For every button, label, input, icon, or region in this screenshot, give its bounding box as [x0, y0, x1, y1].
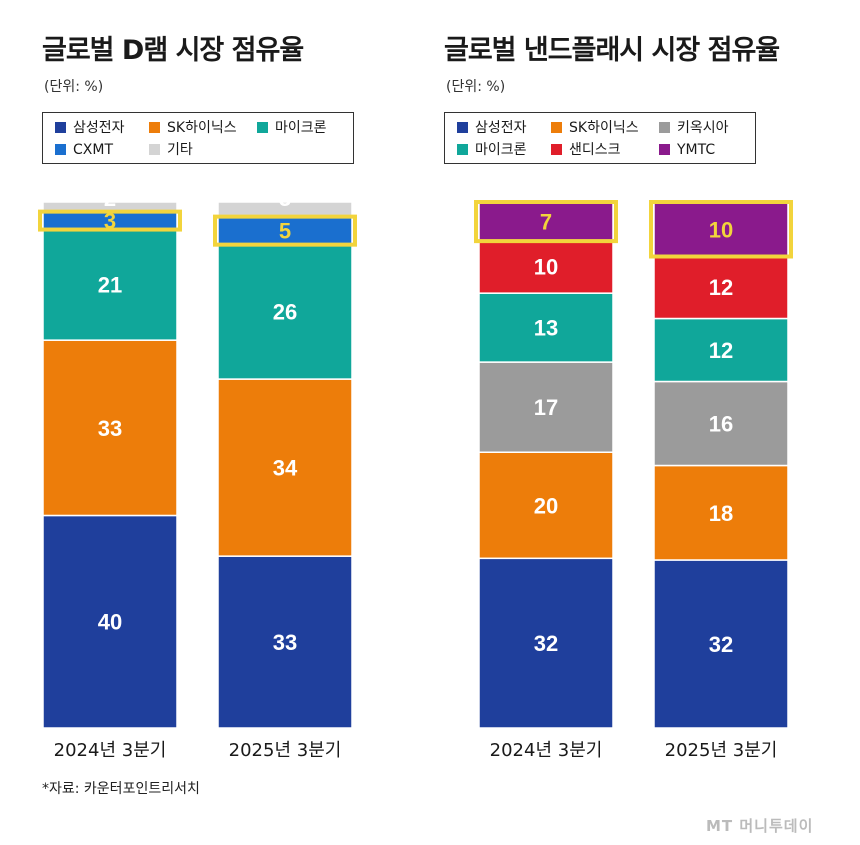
bar-segment: [478, 361, 614, 453]
legend: 삼성전자 SK하이닉스 마이크론 CXMT 기타: [42, 112, 354, 164]
legend-label: SK하이닉스: [569, 120, 639, 136]
legend-swatch: [551, 121, 562, 133]
bar-segment: [217, 555, 353, 729]
data-label: 32: [534, 631, 558, 656]
bar-segment: [478, 239, 614, 294]
data-label: 40: [98, 610, 122, 635]
watermark-logo: MT 머니투데이: [706, 817, 814, 835]
legend-label: 삼성전자: [475, 120, 527, 136]
dram-chart-panel: 글로벌 D램 시장 점유율 (단위: %) 삼성전자 SK하이닉스 마이크론 C…: [38, 35, 357, 797]
highlight-box: [649, 200, 793, 259]
data-label: 3: [279, 186, 291, 211]
legend-label: 키옥시아: [677, 120, 729, 136]
legend-swatch: [457, 143, 468, 155]
legend-item: YMTC: [659, 141, 715, 159]
legend-item: 샌디스크: [551, 141, 621, 159]
x-category-label: 2024년 3분기: [490, 740, 603, 761]
data-label: 10: [534, 255, 558, 280]
legend-label: 기타: [167, 142, 193, 158]
legend: 삼성전자 SK하이닉스 키옥시아 마이크론 샌디스크 YMTC: [444, 112, 756, 164]
bar-segment: [653, 559, 789, 729]
legend-swatch: [257, 121, 268, 133]
x-category-label: 2025년 3분기: [665, 740, 778, 761]
legend-item: 삼성전자: [457, 119, 527, 137]
highlight-box: [38, 209, 182, 232]
data-label: 34: [273, 456, 298, 481]
chart-title: 글로벌 낸드플래시 시장 점유율: [444, 35, 780, 66]
unit-label: (단위: %): [44, 79, 104, 95]
legend-label: 샌디스크: [569, 142, 621, 158]
data-label: 33: [273, 630, 297, 655]
legend-swatch: [457, 121, 468, 133]
bar-segment: [653, 380, 789, 467]
data-label: 32: [709, 632, 733, 657]
legend-item: 기타: [149, 141, 193, 159]
data-label: 7: [540, 210, 552, 235]
legend-item: CXMT: [55, 141, 113, 159]
legend-swatch: [55, 143, 66, 155]
legend-item: 삼성전자: [55, 119, 125, 137]
data-label: 13: [534, 316, 558, 341]
x-category-label: 2024년 3분기: [54, 740, 167, 761]
bar-segment: [217, 216, 353, 245]
nand-chart-panel: 글로벌 낸드플래시 시장 점유율 (단위: %) 삼성전자 SK하이닉스 키옥시…: [430, 0, 860, 845]
legend-item: 키옥시아: [659, 119, 729, 137]
bar-segment: [42, 339, 178, 517]
legend-label: 마이크론: [475, 142, 527, 158]
bar-segment: [653, 317, 789, 383]
data-label: 26: [273, 299, 297, 324]
legend-label: YMTC: [677, 142, 716, 158]
data-label: 17: [534, 395, 558, 420]
legend-item: SK하이닉스: [149, 119, 237, 137]
legend-label: CXMT: [73, 142, 113, 158]
data-label: 10: [709, 217, 733, 242]
data-label: 16: [709, 412, 733, 437]
bar-segment: [478, 451, 614, 560]
legend-swatch: [659, 143, 670, 155]
legend-label: SK하이닉스: [167, 120, 237, 136]
data-label: 18: [709, 501, 733, 526]
legend-swatch: [149, 143, 160, 155]
data-label: 12: [709, 275, 733, 300]
data-label: 20: [534, 493, 558, 518]
data-label: 5: [279, 219, 291, 244]
data-label: 21: [98, 272, 122, 297]
legend-label: 삼성전자: [73, 120, 125, 136]
legend-item: SK하이닉스: [551, 119, 639, 137]
bar-segment: [478, 557, 614, 729]
bar-segment: [42, 227, 178, 341]
unit-label: (단위: %): [446, 79, 506, 95]
legend-swatch: [659, 121, 670, 133]
legend-item: 마이크론: [257, 119, 327, 137]
bar-segment: [478, 202, 614, 241]
legend-swatch: [551, 143, 562, 155]
data-label: 12: [709, 338, 733, 363]
chart-title: 글로벌 D램 시장 점유율: [42, 35, 304, 66]
bar-segment: [478, 292, 614, 363]
data-label: 3: [104, 209, 116, 234]
legend-swatch: [149, 121, 160, 133]
data-label: 2: [104, 186, 116, 211]
highlight-box: [213, 214, 357, 247]
x-category-label: 2025년 3분기: [229, 740, 342, 761]
bar-segment: [653, 464, 789, 561]
legend-label: 마이크론: [275, 120, 327, 136]
highlight-box: [474, 200, 618, 244]
source-note: *자료: 카운터포인트리서치: [42, 781, 200, 797]
nand-stacked-bar-chart: 32 20 17 13 10 7 2024년 3분기 32 18 16 12 12 10 2025년 3분…: [474, 200, 793, 761]
data-label: 33: [98, 416, 122, 441]
legend-item: 마이크론: [457, 141, 527, 159]
bar-segment: [217, 378, 353, 557]
legend-swatch: [55, 121, 66, 133]
